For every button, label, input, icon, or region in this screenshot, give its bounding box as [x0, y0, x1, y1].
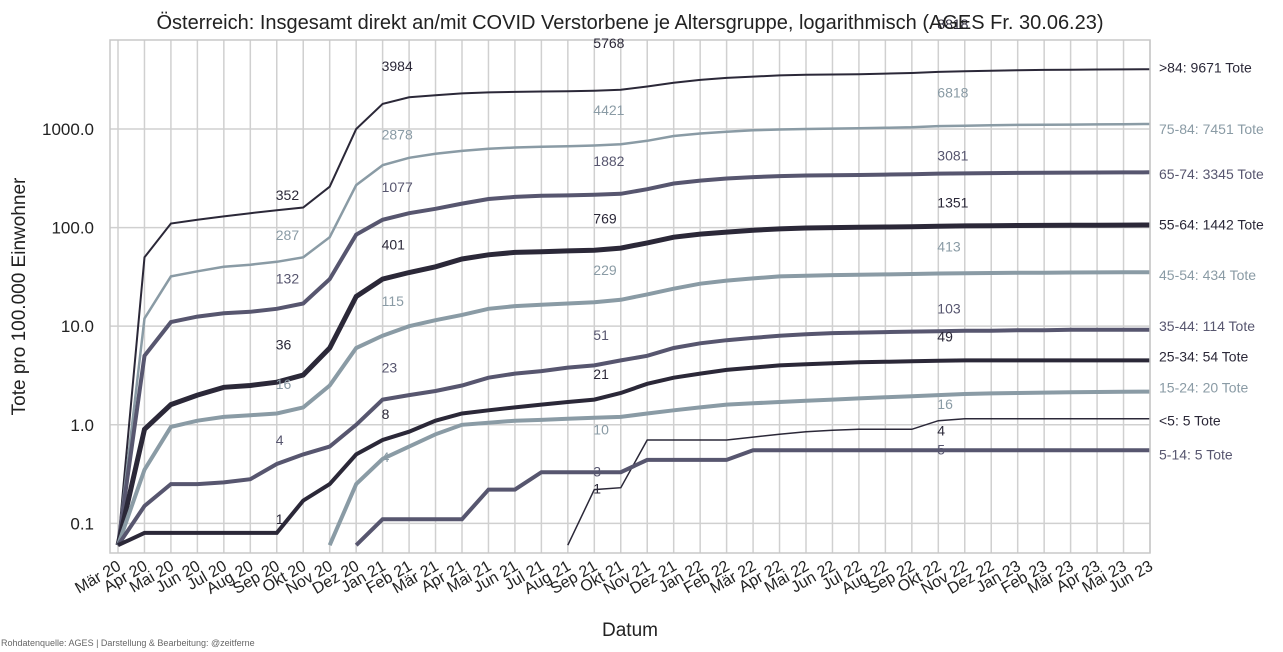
x-axis-label: Datum [602, 620, 658, 641]
data-label: 23 [382, 359, 398, 375]
data-label: 5 [937, 441, 945, 457]
data-label: 3 [593, 463, 601, 479]
data-label: 352 [276, 187, 300, 203]
series-line [116, 170, 1151, 546]
data-label: 1 [276, 511, 284, 527]
series-line [116, 327, 1150, 547]
data-label: 115 [382, 293, 405, 309]
series-end-label: 5-14: 5 Tote [1159, 446, 1233, 462]
series-line [115, 222, 1151, 546]
data-label: 2878 [382, 127, 413, 143]
data-label: 51 [593, 327, 609, 343]
data-label: 229 [593, 262, 617, 278]
series-end-label: 35-44: 114 Tote [1159, 318, 1255, 334]
series-end-label: 75-84: 7451 Tote [1159, 121, 1264, 137]
source-note: Rohdatenquelle: AGES | Darstellung & Bea… [1, 638, 255, 648]
data-label: 4 [937, 422, 945, 438]
data-label: 1882 [593, 153, 624, 169]
chart-title: Österreich: Insgesamt direkt an/mit COVI… [156, 12, 1103, 34]
plot-frame [109, 39, 1151, 554]
series-line [117, 68, 1151, 546]
data-label: 3081 [937, 147, 968, 163]
series-end-label: >84: 9671 Tote [1159, 60, 1252, 76]
series-end-label: 45-54: 434 Tote [1159, 267, 1256, 283]
y-tick-label: 1.0 [70, 416, 94, 435]
data-label: 16 [937, 396, 953, 412]
data-label: 401 [382, 236, 406, 252]
data-label: 49 [937, 328, 953, 344]
data-label: 132 [276, 271, 300, 287]
series-end-label: 15-24: 20 Tote [1159, 379, 1248, 395]
y-ticks: 0.1 1.0 10.0 100.0 1000.0 [42, 120, 94, 533]
end-labels: >84: 9671 Tote 75-84: 7451 Tote 65-74: 334… [1159, 60, 1264, 463]
data-label: 3984 [382, 58, 413, 74]
data-label: 10 [593, 421, 609, 437]
data-label: 4421 [593, 102, 624, 118]
data-label: 1077 [382, 179, 413, 195]
series-line [567, 418, 1150, 546]
data-label: 1351 [937, 194, 968, 210]
data-label: 36 [276, 336, 292, 352]
data-label: 4 [382, 449, 390, 465]
data-label: 103 [937, 300, 961, 316]
data-label: 769 [593, 211, 617, 227]
series-line [327, 389, 1151, 546]
series-line [116, 270, 1151, 546]
y-tick-label: 0.1 [70, 514, 94, 533]
grid [110, 40, 1151, 553]
data-label: 21 [593, 366, 609, 382]
data-label: 287 [276, 227, 300, 243]
data-label: 413 [937, 239, 961, 255]
data-label: 4 [276, 432, 284, 448]
annotations: 3522871323616413984287810774011152384576… [276, 16, 969, 527]
series-line [354, 448, 1150, 547]
data-label: 5768 [593, 35, 624, 51]
y-tick-label: 100.0 [51, 219, 94, 238]
y-tick-label: 1000.0 [42, 120, 94, 139]
data-label: 1 [593, 481, 601, 497]
data-label: 6818 [937, 84, 968, 100]
series-end-label: 55-64: 1442 Tote [1159, 216, 1264, 232]
series-line [117, 358, 1150, 548]
data-label: 8818 [937, 16, 968, 32]
series-layer [115, 68, 1151, 548]
y-axis-label: Tote pro 100.000 Einwohner [9, 177, 30, 415]
y-tick-label: 10.0 [61, 317, 94, 336]
series-line [116, 122, 1151, 546]
series-end-label: 65-74: 3345 Tote [1159, 166, 1264, 182]
data-label: 8 [382, 406, 390, 422]
data-label: 16 [276, 376, 292, 392]
series-end-label: 25-34: 54 Tote [1159, 349, 1248, 365]
series-end-label: <5: 5 Tote [1159, 413, 1221, 429]
